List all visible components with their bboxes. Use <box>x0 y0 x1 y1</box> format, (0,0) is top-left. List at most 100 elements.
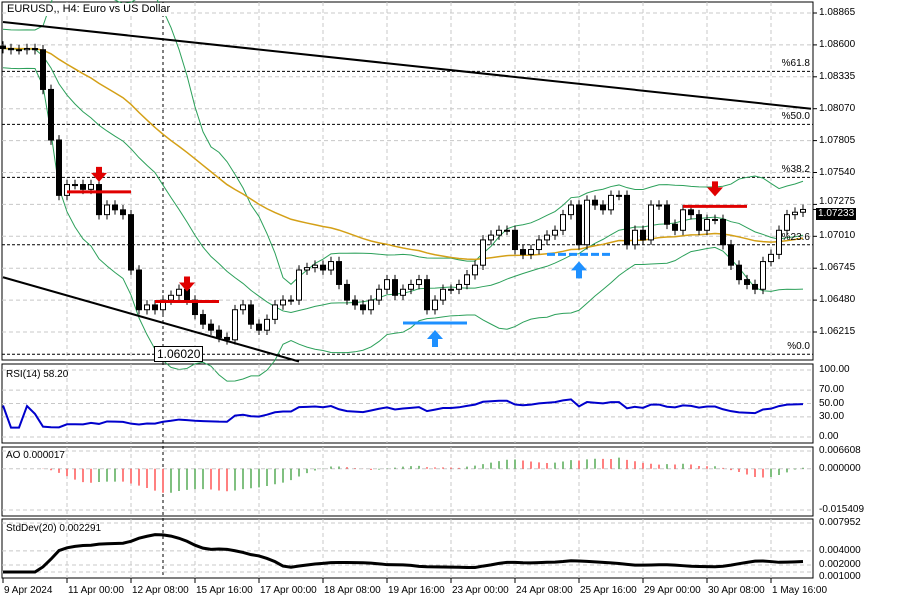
candle-bullish <box>480 239 486 266</box>
fib-level-label: %38.2 <box>781 164 810 176</box>
indicator-tick-label: 0.001000 <box>819 570 861 582</box>
candle-bullish <box>408 283 414 290</box>
candle-bearish <box>40 49 46 90</box>
candle-bearish <box>200 314 206 325</box>
bollinger-middle <box>2 48 804 313</box>
bollinger-lower <box>2 67 804 382</box>
price-tick-label: 1.07805 <box>819 134 856 146</box>
x-tick-label: 18 Apr 08:00 <box>324 585 381 596</box>
candle-bearish <box>216 329 222 338</box>
sell-arrow-icon <box>91 166 107 182</box>
current-price-tag: 1.07233 <box>816 208 857 220</box>
trendline <box>2 276 300 363</box>
indicator-tick-label: 100.00 <box>819 364 850 375</box>
indicator-tick-label: 0.002000 <box>819 558 861 570</box>
candle-bearish <box>120 209 126 216</box>
sell-arrow-icon <box>179 276 195 292</box>
candle-bearish <box>208 323 214 331</box>
candle-bullish <box>400 288 406 296</box>
candle-bearish <box>744 279 750 285</box>
indicator-tick-label: 0.004000 <box>819 544 861 556</box>
x-tick-label: 30 Apr 08:00 <box>708 585 765 596</box>
candle-bullish <box>368 299 374 311</box>
candle-bearish <box>672 223 678 231</box>
ao-label: AO 0.000017 <box>6 450 65 461</box>
price-tick-label: 1.06480 <box>819 294 856 306</box>
fib-level-label: %23.6 <box>781 231 810 243</box>
chart-title: EURUSD,, H4: Euro vs US Dollar <box>6 3 172 16</box>
candle-bullish <box>544 234 550 241</box>
candle-bullish <box>616 194 622 197</box>
candle-bullish <box>296 269 302 301</box>
fib-level-label: %61.8 <box>781 58 810 70</box>
low-price-label: 1.06020 <box>154 346 204 362</box>
candle-bullish <box>88 184 94 190</box>
candle-bearish <box>256 323 262 331</box>
candle-bullish <box>168 294 174 301</box>
candle-bearish <box>512 229 518 251</box>
candle-bullish <box>712 218 718 221</box>
stddev-label: StdDev(20) 0.002291 <box>6 523 102 534</box>
price-tick-label: 1.08070 <box>819 102 856 114</box>
x-tick-label: 19 Apr 16:00 <box>388 585 445 596</box>
candle-bullish <box>272 304 278 320</box>
rsi-label: RSI(14) 58.20 <box>6 369 69 380</box>
panel-frame <box>1 1 814 361</box>
candle-bearish <box>56 139 62 196</box>
candle-bullish <box>240 304 246 311</box>
candle-bullish <box>536 239 542 251</box>
buy-arrow-icon <box>571 261 587 279</box>
indicator-tick-label: 50.00 <box>819 397 845 409</box>
x-tick-label: 1 May 16:00 <box>772 585 828 596</box>
candle-bearish <box>224 336 230 341</box>
indicator-tick-label: 70.00 <box>819 384 845 396</box>
candle-bullish <box>680 209 686 231</box>
candle-bearish <box>736 264 742 281</box>
x-tick-label: 23 Apr 00:00 <box>452 585 509 596</box>
candle-bullish <box>656 204 662 207</box>
price-tick-label: 1.06745 <box>819 262 856 274</box>
candle-bearish <box>112 204 118 211</box>
candle-bullish <box>784 214 790 231</box>
bollinger-upper <box>2 0 804 285</box>
indicator-tick-label: 30.00 <box>819 410 845 422</box>
x-tick-label: 25 Apr 16:00 <box>580 585 637 596</box>
candle-bearish <box>80 184 86 190</box>
candle-bullish <box>472 264 478 276</box>
candle-bearish <box>136 269 142 311</box>
candle-bullish <box>440 288 446 301</box>
candle-bearish <box>696 214 702 231</box>
candle-bullish <box>432 299 438 311</box>
rsi-line <box>2 398 804 429</box>
candle-bullish <box>704 218 710 231</box>
indicator-tick-label: 0.006608 <box>819 445 861 456</box>
candle-bullish <box>568 204 574 216</box>
candle-bullish <box>176 288 182 296</box>
candle-bullish <box>496 229 502 236</box>
x-tick-label: 11 Apr 00:00 <box>68 585 124 596</box>
candle-bullish <box>288 299 294 302</box>
panel-frame <box>1 446 814 517</box>
price-tick-label: 1.08335 <box>819 70 856 82</box>
panel-frame <box>1 518 814 579</box>
candle-bearish <box>128 214 134 271</box>
indicator-tick-label: 0.00 <box>819 431 839 442</box>
candle-bullish <box>16 49 22 52</box>
x-tick-label: 12 Apr 08:00 <box>132 585 189 596</box>
candle-bearish <box>32 48 38 51</box>
price-tick-label: 1.07010 <box>819 230 856 242</box>
x-tick-label: 24 Apr 08:00 <box>516 585 573 596</box>
candle-bearish <box>728 244 734 266</box>
candle-bullish <box>464 274 470 285</box>
price-tick-label: 1.07275 <box>819 196 856 207</box>
candle-bullish <box>416 279 422 285</box>
candle-bullish <box>800 208 806 213</box>
candle-bearish <box>336 261 342 285</box>
candle-bearish <box>248 304 254 325</box>
candle-bullish <box>384 279 390 290</box>
candle-bearish <box>392 279 398 296</box>
candle-bullish <box>64 184 70 196</box>
trendline <box>2 21 812 110</box>
candle-bearish <box>360 304 366 311</box>
